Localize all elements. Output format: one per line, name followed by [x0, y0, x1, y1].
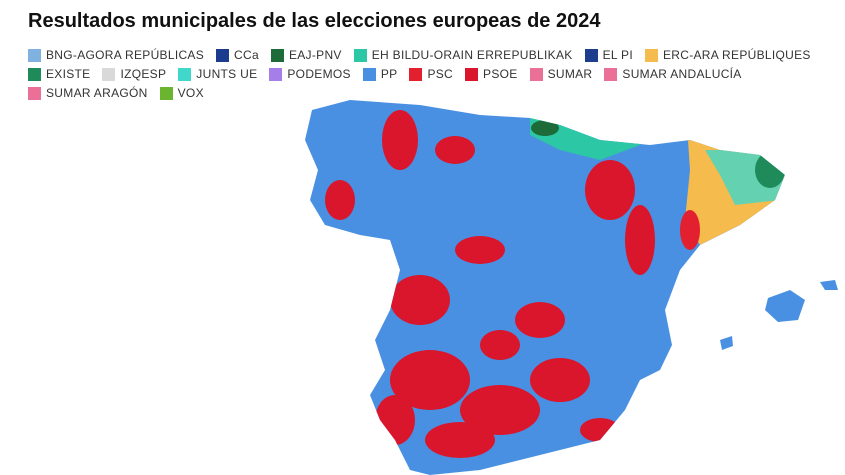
ibiza [720, 336, 733, 350]
legend-label: CCa [234, 48, 259, 62]
baleares [765, 290, 805, 322]
legend-label: PP [380, 67, 398, 81]
legend-item[interactable]: EL PI [584, 48, 633, 62]
legend-swatch [216, 48, 230, 62]
legend-swatch [159, 86, 173, 100]
legend-swatch [353, 48, 367, 62]
legend: BNG-AGORA REPÚBLICAS CCa EAJ-PNV EH BILDU-O… [28, 48, 828, 100]
legend-swatch [529, 67, 543, 81]
legend-swatch [409, 67, 423, 81]
legend-item[interactable]: JUNTS UE [178, 67, 257, 81]
legend-label: PSC [427, 67, 454, 81]
legend-item[interactable]: SUMAR ANDALUCÍA [604, 67, 741, 81]
legend-item[interactable]: SUMAR ARAGÓN [28, 86, 148, 100]
legend-item[interactable]: PSOE [465, 67, 518, 81]
legend-swatch [584, 48, 598, 62]
legend-label: EXISTE [46, 67, 91, 81]
legend-label: JUNTS UE [196, 67, 258, 81]
legend-label: EAJ-PNV [288, 48, 342, 62]
legend-item[interactable]: PP [362, 67, 398, 81]
legend-label: VOX [177, 86, 204, 100]
legend-label: BNG-AGORA REPÚBLICAS [46, 48, 205, 62]
legend-swatch [102, 67, 116, 81]
legend-label: SUMAR ARAGÓN [46, 86, 148, 100]
legend-swatch [28, 67, 41, 81]
legend-item[interactable]: VOX [159, 86, 204, 100]
legend-swatch [28, 48, 41, 62]
legend-item[interactable]: PSC [409, 67, 453, 81]
legend-label: ERC-ARA REPÚBLIQUES [662, 48, 811, 62]
legend-label: SUMAR [547, 67, 593, 81]
legend-item[interactable]: CCa [216, 48, 259, 62]
legend-swatch [270, 48, 284, 62]
legend-label: IZQESP [120, 67, 167, 81]
legend-swatch [362, 67, 376, 81]
legend-label: EH BILDU-ORAIN ERREPUBLIKAK [371, 48, 573, 62]
legend-label: PODEMOS [287, 67, 351, 81]
legend-swatch [604, 67, 618, 81]
legend-label: SUMAR ANDALUCÍA [622, 67, 742, 81]
legend-swatch [269, 67, 283, 81]
legend-swatch [28, 86, 41, 100]
legend-swatch [644, 48, 658, 62]
peninsula [305, 100, 785, 475]
legend-item[interactable]: SUMAR [529, 67, 593, 81]
legend-label: PSOE [483, 67, 518, 81]
title: Resultados municipales de las elecciones… [28, 10, 601, 32]
legend-item[interactable]: ERC-ARA REPÚBLIQUES [644, 48, 811, 62]
legend-item[interactable]: EH BILDU-ORAIN ERREPUBLIKAK [353, 48, 573, 62]
legend-item[interactable]: IZQESP [102, 67, 166, 81]
legend-item[interactable]: EXISTE [28, 67, 90, 81]
legend-item[interactable]: EAJ-PNV [270, 48, 342, 62]
legend-label: EL PI [602, 48, 633, 62]
legend-swatch [178, 67, 192, 81]
legend-swatch [465, 67, 479, 81]
legend-item[interactable]: PODEMOS [269, 67, 351, 81]
legend-item[interactable]: BNG-AGORA REPÚBLICAS [28, 48, 204, 62]
menorca [820, 280, 838, 290]
